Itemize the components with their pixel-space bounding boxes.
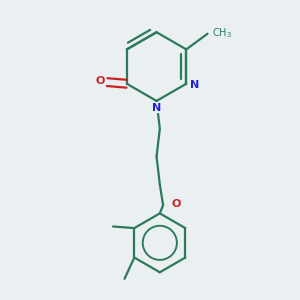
Text: O: O — [171, 199, 181, 208]
Text: CH$_3$: CH$_3$ — [212, 26, 232, 40]
Text: N: N — [190, 80, 199, 90]
Text: O: O — [95, 76, 105, 86]
Text: N: N — [152, 103, 161, 112]
